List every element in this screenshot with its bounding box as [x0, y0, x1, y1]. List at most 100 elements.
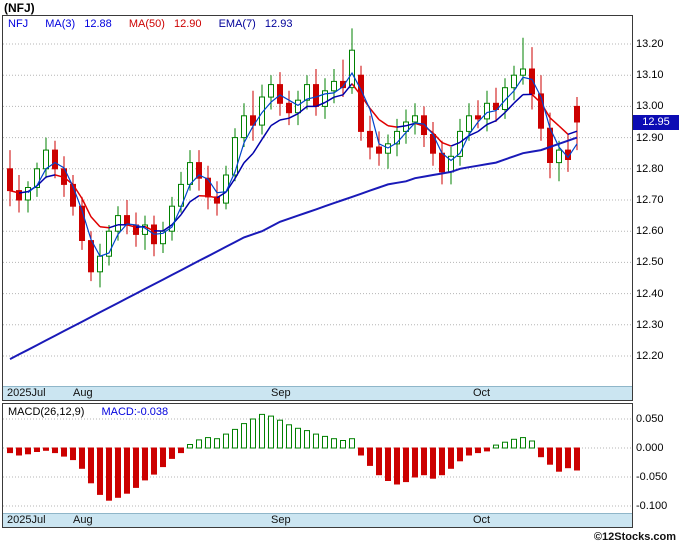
month-label: Aug: [73, 387, 93, 399]
candle-down: [196, 162, 202, 179]
candle-down: [538, 93, 544, 129]
ema7-segment: [450, 141, 461, 147]
macd-bar-down: [115, 447, 121, 498]
ema7-label: EMA(7): [218, 18, 256, 30]
macd-chart-canvas: [3, 413, 632, 507]
macd-bar-up: [529, 440, 535, 449]
month-label: 2025Jul: [7, 514, 46, 526]
macd-bar-up: [232, 428, 238, 449]
candle-down: [88, 240, 94, 273]
ema7-segment: [270, 119, 281, 127]
macd-bar-up: [349, 438, 355, 449]
price-chart-canvas: [3, 28, 632, 360]
ema7-segment: [234, 162, 245, 179]
candle-down: [340, 80, 346, 89]
macd-bar-up: [214, 438, 220, 449]
macd-value-label: MACD:-0.038: [101, 406, 169, 418]
macd-bar-down: [457, 447, 463, 462]
ema7-segment: [567, 130, 578, 136]
macd-bar-up: [295, 427, 301, 449]
candle-down: [529, 68, 535, 95]
candle-down: [214, 196, 220, 204]
last-price-badge: 12.95: [633, 115, 679, 130]
macd-bar-down: [556, 447, 562, 472]
ema7-segment: [540, 102, 551, 119]
ema7-segment: [324, 96, 335, 104]
macd-axis-label: -0.100: [636, 500, 668, 512]
macd-bar-up: [322, 435, 328, 449]
macd-bar-down: [169, 447, 175, 459]
macd-bar-down: [358, 447, 364, 456]
macd-bar-down: [448, 447, 454, 469]
candle-down: [205, 177, 211, 198]
macd-bar-down: [88, 447, 94, 484]
candle-up: [97, 255, 103, 273]
macd-bar-up: [511, 438, 517, 449]
candle-up: [169, 205, 175, 232]
candle-down: [52, 149, 58, 170]
month-label: Sep: [271, 514, 291, 526]
price-axis-label: 12.50: [636, 256, 664, 269]
candle-up: [259, 96, 265, 126]
ma50-label: MA(50): [128, 18, 165, 30]
ema7-segment: [513, 94, 524, 104]
macd-bar-down: [97, 447, 103, 495]
ema7-segment: [549, 117, 560, 127]
ema7-segment: [288, 113, 299, 119]
candle-up: [502, 87, 508, 110]
macd-bar-down: [43, 447, 49, 451]
watermark-link[interactable]: ©12Stocks.com: [593, 531, 676, 543]
price-axis-label: 12.70: [636, 194, 664, 206]
macd-bar-down: [52, 447, 58, 454]
candle-up: [295, 99, 301, 114]
ema7-segment: [486, 120, 497, 126]
macd-histogram: [7, 413, 580, 501]
price-axis-label: 12.90: [636, 131, 664, 144]
macd-bar-down: [70, 447, 76, 461]
macd-bar-down: [34, 447, 40, 452]
macd-bar-down: [394, 447, 400, 485]
ema7-segment: [144, 225, 155, 232]
ema7-segment: [81, 198, 92, 218]
macd-bar-down: [25, 447, 31, 455]
macd-bar-down: [547, 447, 553, 465]
ema7-segment: [369, 107, 380, 121]
candle-up: [331, 80, 337, 92]
ema7-segment: [396, 125, 407, 128]
ema7-segment: [477, 123, 488, 133]
candle-up: [106, 230, 112, 257]
ema7-segment: [99, 225, 110, 229]
ema7-segment: [36, 176, 47, 187]
price-axis-label: 13.10: [636, 69, 664, 82]
ma3-value: 12.88: [84, 18, 112, 30]
price-chart-panel: NFJ MA(3) 12.88 MA(50) 12.90 EMA(7) 12.9…: [2, 15, 633, 401]
ma50-line: [9, 136, 578, 360]
candle-up: [115, 215, 121, 232]
candle-down: [313, 84, 319, 107]
macd-params-label: MACD(26,12,9): [8, 406, 85, 418]
ema7-segment: [531, 93, 542, 104]
ema7-value: 12.93: [264, 18, 293, 30]
macd-bar-up: [241, 423, 247, 449]
ema7-segment: [45, 174, 56, 178]
ema7-segment: [207, 195, 218, 199]
ema7-segment: [558, 125, 569, 135]
ema7-segment: [108, 224, 119, 229]
ema7-segment: [126, 224, 137, 228]
ema7-segment: [252, 138, 263, 154]
ema7-segment: [297, 105, 308, 115]
candle-down: [475, 115, 481, 120]
candle-down: [439, 152, 445, 173]
candle-up: [349, 49, 355, 89]
candle-down: [376, 146, 382, 154]
ema7-segment: [342, 83, 353, 96]
ema7-segment: [468, 130, 479, 137]
ema7-segment: [216, 191, 227, 199]
macd-bar-down: [385, 447, 391, 481]
candle-up: [25, 187, 31, 201]
macd-xaxis-strip: 2025Jul Aug Sep Oct: [3, 513, 632, 527]
ma3-label: MA(3): [45, 18, 76, 30]
symbol-label: NFJ: [8, 18, 29, 30]
month-label: Oct: [473, 514, 491, 526]
macd-bar-down: [574, 447, 580, 471]
